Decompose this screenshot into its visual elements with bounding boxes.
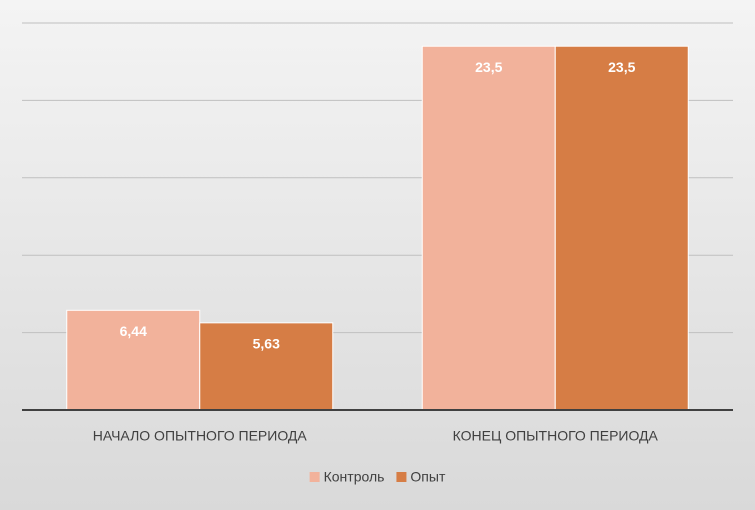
value-label: 23,5: [475, 59, 502, 75]
legend-label: Контроль: [324, 469, 385, 485]
bar: [421, 45, 556, 411]
x-tick-label: НАЧАЛО ОПЫТНОГО ПЕРИОДА: [93, 428, 308, 444]
value-label: 23,5: [608, 59, 635, 75]
legend-label: Опыт: [410, 469, 446, 485]
legend-swatch: [309, 472, 320, 482]
bar: [554, 45, 689, 411]
value-label: 6,44: [120, 323, 147, 339]
x-tick-label: КОНЕЦ ОПЫТНОГО ПЕРИОДА: [453, 428, 659, 444]
legend-swatch: [396, 472, 407, 482]
value-label: 5,63: [253, 336, 280, 352]
